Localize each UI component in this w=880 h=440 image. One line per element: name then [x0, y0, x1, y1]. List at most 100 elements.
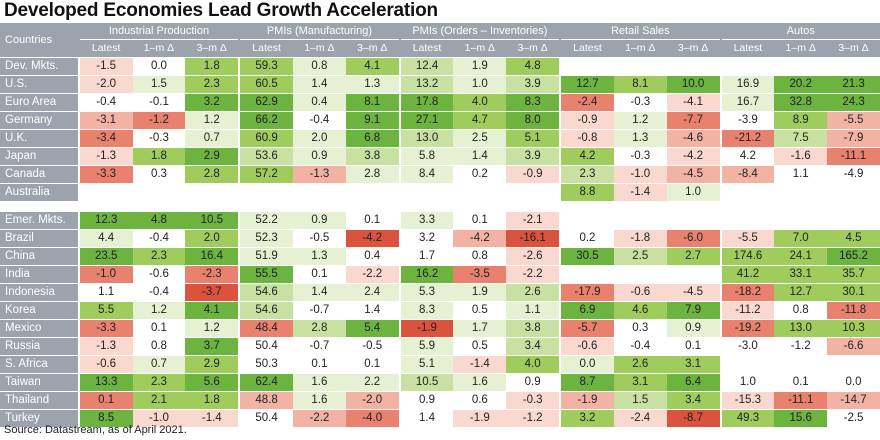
value-cell: 62.4	[240, 374, 293, 391]
value-cell: -4.2	[666, 148, 720, 165]
value-cell	[666, 212, 720, 229]
table-row: Australia 8.8 -1.4 1.0	[0, 183, 880, 201]
value-cell: 1.4	[345, 302, 399, 319]
value-cell: 1.4	[293, 284, 346, 301]
value-cell: 3.9	[506, 76, 560, 93]
value-cell	[613, 212, 667, 229]
column-gap	[238, 320, 241, 337]
value-cell: -6.6	[827, 338, 880, 355]
column-header: Latest	[561, 40, 614, 57]
column-gap	[559, 266, 562, 283]
value-cell: 55.5	[240, 266, 293, 283]
value-cell: -1.5	[79, 58, 133, 75]
value-cell: 13.0	[400, 130, 454, 147]
value-cell: 53.6	[240, 148, 293, 165]
value-cell: -1.8	[613, 230, 667, 247]
column-gap	[398, 40, 401, 57]
value-cell: 48.4	[240, 320, 293, 337]
country-label: Germany	[0, 112, 78, 129]
value-cell: 0.9	[400, 392, 454, 409]
value-cell: 8.7	[561, 374, 614, 391]
table-row: Germany -3.1 -1.2 1.2 66.2 -0.4 9.1 27.1 4.7 8.0-…	[0, 111, 880, 129]
column-gap	[398, 302, 401, 319]
value-cell: 12.4	[400, 58, 454, 75]
country-label: Thailand	[0, 392, 78, 409]
value-cell: 1.4	[400, 410, 454, 427]
value-cell: 6.4	[666, 374, 720, 391]
value-cell: 0.1	[293, 356, 346, 373]
column-gap	[559, 94, 562, 111]
country-label: Emer. Mkts.	[0, 212, 78, 229]
value-cell: 8.1	[613, 76, 667, 93]
column-gap	[559, 374, 562, 391]
value-cell: 16.2	[400, 266, 454, 283]
table-row: Thailand 0.1 2.1 1.8 48.8 1.6 -2.0 0.9 0.6 -0.3 -1…	[0, 391, 880, 409]
value-cell	[561, 266, 614, 283]
value-cell: 5.1	[400, 356, 454, 373]
value-cell: 1.3	[613, 130, 667, 147]
value-cell: -2.0	[79, 76, 133, 93]
column-gap	[398, 410, 401, 427]
value-cell	[613, 266, 667, 283]
value-cell: 15.6	[774, 410, 828, 427]
column-header: 1–m Δ	[613, 40, 667, 57]
column-gap	[238, 148, 241, 165]
column-header: Latest	[240, 40, 293, 57]
value-cell: 5.5	[79, 302, 133, 319]
value-cell: -1.0	[79, 266, 133, 283]
value-cell: 0.1	[79, 392, 133, 409]
value-cell: 66.2	[240, 112, 293, 129]
table-row: Dev. Mkts. -1.5 0.0 1.8 59.3 0.8 4.1 12.4 1.9 4.8	[0, 57, 880, 75]
column-gap	[238, 130, 241, 147]
column-gap	[77, 112, 80, 129]
country-label: Euro Area	[0, 94, 78, 111]
value-cell	[293, 184, 346, 201]
value-cell: -4.6	[666, 130, 720, 147]
column-header: Latest	[79, 40, 133, 57]
value-cell: -1.3	[293, 166, 346, 183]
value-cell: 1.7	[453, 320, 507, 337]
value-cell: -11.2	[721, 302, 775, 319]
value-cell: 3.1	[613, 374, 667, 391]
group-header: Industrial Production	[79, 23, 239, 40]
column-gap	[719, 284, 722, 301]
country-label: Australia	[0, 184, 78, 201]
value-cell: 3.4	[666, 392, 720, 409]
value-cell: -1.4	[613, 184, 667, 201]
value-cell: 1.9	[453, 284, 507, 301]
value-cell: -0.6	[79, 356, 133, 373]
table-row: Indonesia 1.1 -0.4 -3.7 54.6 1.4 2.4 5.3 1.9 2.6-…	[0, 283, 880, 301]
value-cell: 1.6	[293, 392, 346, 409]
table-row: Taiwan 13.3 2.3 5.6 62.4 1.6 2.2 10.5 1.6 0.9 8.7 3…	[0, 373, 880, 391]
table-row: Emer. Mkts. 12.3 4.8 10.5 52.2 0.9 0.1 3.3 0.1 -2…	[0, 211, 880, 229]
column-header: 3–m Δ	[185, 40, 239, 57]
value-cell	[345, 184, 399, 201]
value-cell	[774, 58, 828, 75]
value-cell: 1.8	[132, 148, 186, 165]
column-gap	[238, 94, 241, 111]
value-cell: -2.0	[345, 392, 399, 409]
value-cell: 2.7	[666, 248, 720, 265]
value-cell: 5.3	[400, 284, 454, 301]
column-gap	[398, 184, 401, 201]
value-cell: 3.2	[400, 230, 454, 247]
column-gap	[719, 94, 722, 111]
value-cell: 20.2	[774, 76, 828, 93]
value-cell: 4.8	[132, 212, 186, 229]
column-gap	[238, 112, 241, 129]
country-label: Taiwan	[0, 374, 78, 391]
value-cell: -0.4	[132, 284, 186, 301]
column-gap	[559, 284, 562, 301]
value-cell: -8.4	[721, 166, 775, 183]
value-cell: 23.5	[79, 248, 133, 265]
column-gap	[719, 76, 722, 93]
value-cell: 3.8	[345, 148, 399, 165]
value-cell: 16.9	[721, 76, 775, 93]
value-cell: 50.4	[240, 338, 293, 355]
value-cell: -3.0	[721, 338, 775, 355]
column-gap	[719, 230, 722, 247]
table-row: China 23.5 2.3 16.4 51.9 1.3 0.4 1.7 0.8 -2.6 30.5…	[0, 247, 880, 265]
column-gap	[719, 392, 722, 409]
column-gap	[77, 166, 80, 183]
value-cell: 5.1	[506, 130, 560, 147]
